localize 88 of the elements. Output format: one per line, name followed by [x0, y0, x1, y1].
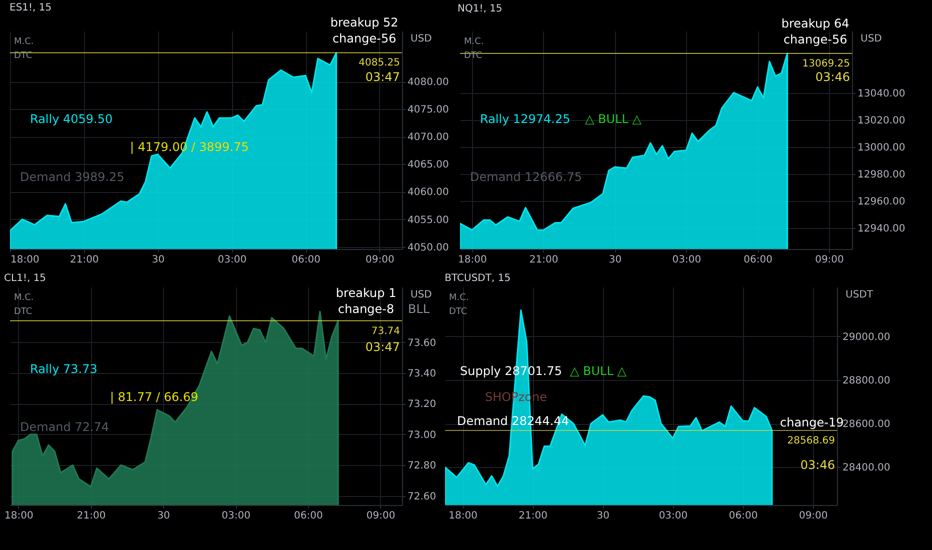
x-tick-label: 18:00 [458, 254, 487, 266]
y-tick-label: 29000.00 [842, 332, 890, 343]
y-tick-label: 13040.00 [858, 88, 906, 100]
y-tick-label: 73.20 [408, 399, 436, 410]
annotation: 03:46 [800, 458, 835, 472]
chart-title: NQ1!, 15 [457, 3, 502, 14]
annotation: change-8 [338, 302, 394, 316]
y-tick-label: 28400.00 [842, 462, 890, 474]
y-tick-label: 72.80 [408, 460, 436, 472]
x-tick-label: 30 [152, 254, 165, 266]
annotation: △ BULL △ [570, 364, 628, 378]
annotation: 03:47 [365, 340, 400, 354]
chart-title: CL1!, 15 [4, 272, 46, 284]
y-tick-label: 4050.00 [408, 242, 449, 254]
annotation: Demand 3989.25 [20, 170, 124, 184]
y-tick-label: 72.60 [408, 491, 436, 502]
y-tick-label: 4080.00 [408, 77, 449, 88]
x-tick-label: 03:00 [218, 254, 247, 266]
x-tick-label: 30 [157, 510, 170, 522]
x-tick-label: 30 [596, 510, 610, 522]
y-tick-label: 4060.00 [408, 187, 449, 198]
x-tick-label: 18:00 [448, 510, 478, 522]
y-axis-title: USD [410, 34, 432, 44]
y-tick-label: 13020.00 [858, 115, 906, 126]
ref-line-label: 28568.69 [787, 435, 835, 446]
annotation: | 81.77 / 66.69 [110, 390, 198, 404]
x-tick-label: 09:00 [366, 254, 394, 266]
x-tick-label: 06:00 [728, 510, 758, 522]
annotation: 03:47 [365, 70, 400, 84]
y-tick-label: 4070.00 [408, 132, 449, 144]
annotation: DTC [14, 51, 32, 61]
annotation: Demand 12666.75 [470, 170, 582, 184]
y-tick-label: 12960.00 [858, 196, 906, 208]
annotation: Rally 4059.50 [30, 112, 113, 126]
y-tick-label: 73.40 [408, 368, 436, 380]
x-tick-label: 03:00 [658, 510, 688, 522]
annotation: DTC [14, 307, 32, 317]
y-tick-label: 28600.00 [842, 419, 890, 430]
x-tick-label: 06:00 [292, 254, 320, 266]
y-axis-title: USDT [846, 290, 874, 300]
annotation: DTC [449, 307, 468, 317]
y-tick-label: 28800.00 [842, 376, 890, 387]
x-tick-label: 30 [608, 254, 622, 266]
annotation: 03:46 [815, 70, 850, 84]
x-tick-label: 09:00 [815, 254, 844, 266]
x-tick-label: 18:00 [4, 510, 34, 522]
y-tick-label: 12940.00 [858, 224, 906, 235]
annotation: M.C. [14, 37, 34, 47]
chart-title: BTCUSDT, 15 [444, 273, 511, 284]
ref-line-label: 73.74 [371, 326, 400, 337]
y-tick-label: 13000.00 [858, 142, 906, 154]
y-tick-label: 73.00 [408, 430, 436, 441]
y-tick-label: 4075.00 [408, 104, 449, 116]
x-tick-label: 03:00 [222, 510, 250, 522]
annotation: change-19 [780, 415, 844, 430]
x-tick-label: 18:00 [10, 254, 40, 266]
annotation: M.C. [449, 293, 469, 303]
annotation: change-56 [783, 32, 848, 46]
annotation: M.C. [14, 293, 34, 303]
annotation: Demand 72.74 [20, 420, 110, 434]
x-tick-label: 21:00 [70, 254, 99, 266]
text: BLL [408, 302, 430, 316]
annotation: breakup 1 [336, 286, 396, 300]
x-tick-label: 21:00 [518, 510, 548, 522]
x-tick-label: 09:00 [366, 510, 396, 522]
ref-line-label: 4085.25 [358, 58, 400, 69]
x-tick-label: 06:00 [294, 510, 323, 522]
x-tick-label: 21:00 [76, 510, 106, 522]
y-tick-label: 4065.00 [408, 160, 449, 171]
annotation: breakup 64 [781, 16, 850, 30]
annotation: Rally 12974.25 [480, 112, 570, 126]
ref-line-label: 13069.25 [802, 58, 850, 70]
x-tick-label: 21:00 [529, 254, 558, 266]
annotation: breakup 52 [330, 16, 398, 30]
y-tick-label: 4055.00 [408, 214, 449, 226]
x-tick-label: 06:00 [744, 254, 772, 266]
x-tick-label: 09:00 [798, 510, 828, 522]
annotation: M.C. [464, 37, 484, 47]
y-axis-title: USD [860, 34, 882, 44]
x-tick-label: 03:00 [672, 254, 702, 266]
chart-title: ES1!, 15 [10, 2, 52, 14]
annotation: change-56 [332, 32, 396, 46]
y-tick-label: 73.60 [408, 338, 436, 349]
y-axis-title: USD [410, 290, 432, 300]
annotation: DTC [464, 51, 482, 61]
annotation: △ BULL △ [585, 112, 642, 126]
annotation: Rally 73.73 [30, 362, 98, 376]
y-tick-label: 12980.00 [858, 169, 906, 180]
